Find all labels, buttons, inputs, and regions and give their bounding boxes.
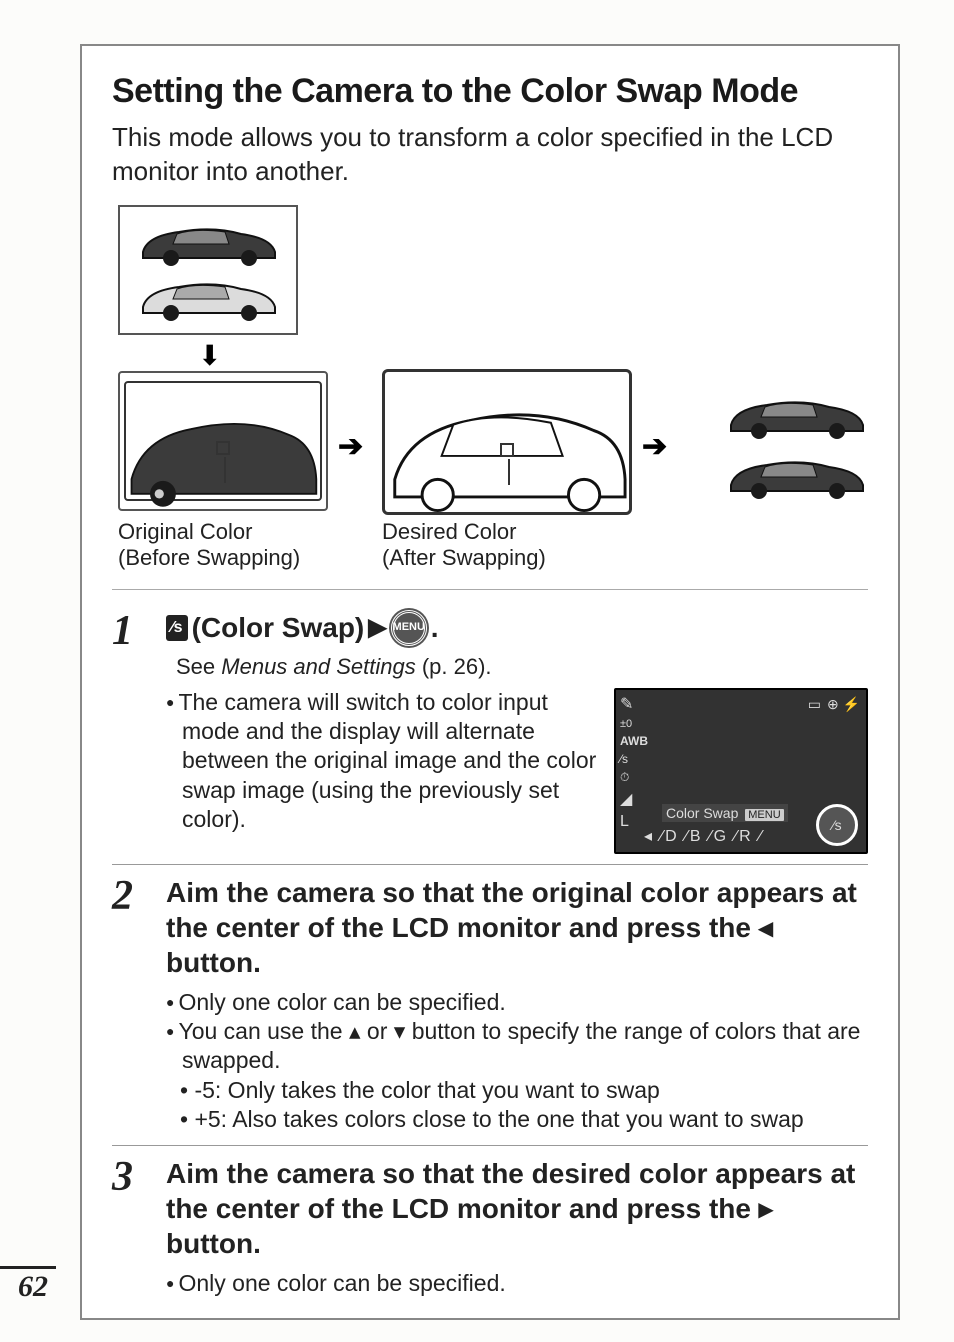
lcd-screenshot: ✎ ±0 AWB ⁄s ⏱ ◢ L ▭ ⊕ ⚡	[614, 688, 868, 854]
step-2-sub-bullets: -5: Only takes the color that you want t…	[166, 1076, 868, 1135]
step-2-sub-1: -5: Only takes the color that you want t…	[194, 1076, 868, 1105]
center-target-icon	[216, 441, 230, 455]
lcd-top-right: ▭ ⊕ ⚡	[808, 696, 860, 713]
center-target-icon	[500, 443, 514, 457]
page-number: 62	[18, 1270, 48, 1304]
car-dark-icon	[721, 391, 871, 439]
step-2-head-text: Aim the camera so that the original colo…	[166, 875, 868, 980]
step-number: 3	[112, 1156, 148, 1298]
lcd-bottom-row: ◂ ⁄D ⁄B ⁄G ⁄R ⁄	[644, 826, 764, 846]
step-3-bullet-1: Only one color can be specified.	[182, 1269, 868, 1298]
diagram-area: ⬇ ➔ ➔	[112, 199, 868, 579]
two-cars-result	[696, 377, 896, 513]
lcd-icon: ▭	[808, 696, 821, 713]
step-2: 2 Aim the camera so that the original co…	[112, 864, 868, 1135]
page-title: Setting the Camera to the Color Swap Mod…	[112, 72, 868, 111]
caption-original: Original Color (Before Swapping)	[118, 519, 300, 572]
lcd-screen-desired	[382, 369, 632, 515]
caption-desired: Desired Color (After Swapping)	[382, 519, 546, 572]
step-1: 1 ⁄s (Color Swap) ▶ MENU . See Menus and…	[112, 600, 868, 854]
lcd-label-text: Color Swap	[666, 805, 738, 821]
car-dark-icon	[133, 218, 283, 266]
arrow-right-icon: ➔	[338, 429, 363, 464]
ref-em: Menus and Settings	[221, 654, 415, 679]
lcd-menu-tag: MENU	[745, 809, 783, 821]
lcd-selected-circle: ⁄s	[816, 804, 858, 846]
menu-button-icon: MENU	[391, 610, 427, 646]
ref-post: (p. 26).	[416, 654, 492, 679]
step-2-sub-2: +5: Also takes colors close to the one t…	[194, 1105, 868, 1134]
lcd-icon: ◢	[620, 789, 648, 809]
lcd-icon: ⊕ ⚡	[827, 696, 860, 713]
lcd-mode-label: Color Swap MENU	[662, 804, 788, 822]
two-cars-thumb	[118, 205, 298, 335]
color-swap-mode-icon: ⁄s	[166, 615, 188, 641]
step-3-heading: Aim the camera so that the desired color…	[166, 1156, 868, 1261]
intro-text: This mode allows you to transform a colo…	[112, 121, 868, 189]
lcd-icon: ±0	[620, 718, 648, 730]
step-3-bullets: Only one color can be specified.	[166, 1269, 868, 1298]
step-3: 3 Aim the camera so that the desired col…	[112, 1145, 868, 1298]
lcd-icon: ⏱	[620, 770, 648, 785]
content-frame: Setting the Camera to the Color Swap Mod…	[80, 44, 900, 1320]
step-1-heading: ⁄s (Color Swap) ▶ MENU .	[166, 610, 868, 646]
step-2-bullet-1: Only one color can be specified.	[182, 988, 868, 1017]
car-dark-icon	[721, 451, 871, 499]
arrow-down-icon: ⬇	[198, 339, 221, 372]
step-1-reference: See Menus and Settings (p. 26).	[176, 654, 868, 680]
lcd-icon: AWB	[620, 734, 648, 748]
step-1-bullets: The camera will switch to color input mo…	[166, 688, 600, 835]
step-2-bullet-2: You can use the ▴ or ▾ button to specify…	[182, 1017, 868, 1076]
step-number: 2	[112, 875, 148, 1135]
ref-pre: See	[176, 654, 221, 679]
step-1-head-text: (Color Swap)	[192, 610, 365, 645]
separator	[112, 589, 868, 590]
step-3-head-text: Aim the camera so that the desired color…	[166, 1156, 868, 1261]
car-light-icon	[133, 273, 283, 321]
lcd-screen-original	[118, 371, 328, 511]
arrow-right-icon: ➔	[642, 429, 667, 464]
lcd-left-icons: ✎ ±0 AWB ⁄s ⏱ ◢ L	[620, 694, 648, 831]
step-1-bullet-1: The camera will switch to color input mo…	[182, 688, 600, 835]
lcd-icon: ✎	[620, 694, 648, 714]
lcd-icon: ⁄s	[620, 752, 648, 766]
page: Setting the Camera to the Color Swap Mod…	[0, 0, 954, 1342]
step-number: 1	[112, 610, 148, 854]
step-2-bullets: Only one color can be specified. You can…	[166, 988, 868, 1076]
period: .	[431, 610, 439, 645]
step-2-heading: Aim the camera so that the original colo…	[166, 875, 868, 980]
right-triangle-icon: ▶	[368, 613, 386, 643]
